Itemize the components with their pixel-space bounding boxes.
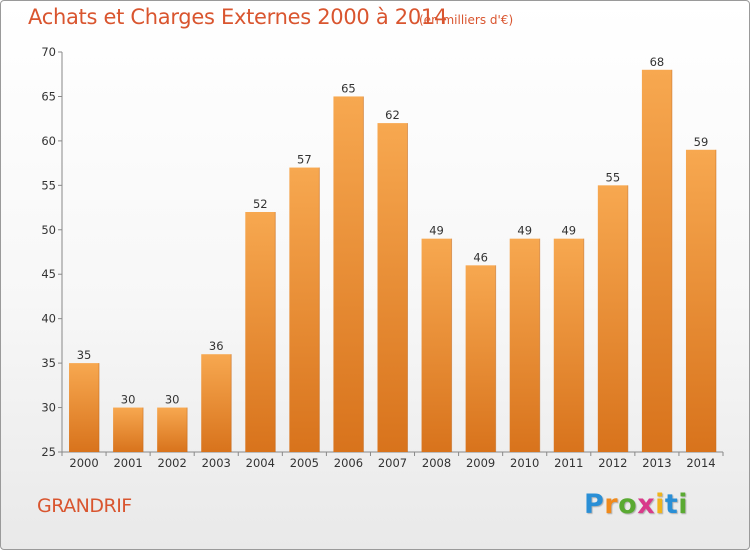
logo-letter: i <box>655 489 665 520</box>
logo-letter: o <box>618 489 638 520</box>
y-tick-label: 70 <box>41 45 56 59</box>
y-tick-label: 50 <box>41 223 56 237</box>
y-tick-label: 45 <box>41 267 56 281</box>
proxiti-logo: Proxiti <box>584 489 688 520</box>
value-label: 55 <box>606 170 621 184</box>
value-label: 30 <box>121 393 136 407</box>
value-label: 59 <box>694 135 709 149</box>
value-label: 49 <box>561 224 576 238</box>
bar <box>113 407 144 452</box>
bar <box>245 212 276 452</box>
chart-labels: 35 2000 30 2001 30 2002 36 2003 52 2004 57 2005 65 20… <box>69 55 715 470</box>
y-tick-label: 40 <box>41 312 56 326</box>
location-name: GRANDRIF <box>37 495 132 517</box>
value-label: 68 <box>650 55 665 69</box>
year-label: 2002 <box>158 456 187 470</box>
bar <box>509 238 540 452</box>
chart-bars <box>69 69 717 453</box>
value-label: 62 <box>385 108 400 122</box>
year-label: 2004 <box>246 456 275 470</box>
year-label: 2010 <box>510 456 539 470</box>
year-label: 2009 <box>466 456 495 470</box>
bar <box>641 69 672 453</box>
y-tick-label: 30 <box>41 401 56 415</box>
year-label: 2001 <box>113 456 142 470</box>
y-tick-label: 65 <box>41 89 56 103</box>
logo-letter: t <box>664 489 679 520</box>
year-label: 2014 <box>686 456 715 470</box>
value-label: 52 <box>253 197 268 211</box>
chart-subtitle: (en milliers d'€) <box>419 13 514 27</box>
value-label: 30 <box>165 393 180 407</box>
value-label: 65 <box>341 81 356 95</box>
chart-axes: 25 30 35 40 45 50 55 60 65 70 <box>41 45 724 459</box>
bar <box>377 123 408 452</box>
year-label: 2000 <box>69 456 98 470</box>
y-tick-label: 25 <box>41 445 56 459</box>
bar <box>597 185 628 453</box>
bar <box>465 265 496 452</box>
logo-letter: i <box>678 489 689 520</box>
y-tick-label: 35 <box>41 356 56 370</box>
year-label: 2008 <box>422 456 451 470</box>
chart-title: Achats et Charges Externes 2000 à 2014 <box>28 5 448 29</box>
year-label: 2012 <box>598 456 627 470</box>
bar <box>421 238 452 452</box>
logo-letter: x <box>637 489 656 520</box>
value-label: 36 <box>209 339 224 353</box>
value-label: 57 <box>297 153 312 167</box>
y-tick-label: 60 <box>41 134 56 148</box>
bar <box>553 238 584 452</box>
value-label: 35 <box>77 348 92 362</box>
y-tick-label: 55 <box>41 178 56 192</box>
value-label: 49 <box>517 224 532 238</box>
bar <box>333 96 364 452</box>
bar <box>685 149 716 452</box>
bar <box>289 167 320 453</box>
bar <box>157 407 188 452</box>
logo-letter: r <box>604 489 619 520</box>
year-label: 2003 <box>202 456 231 470</box>
bar <box>201 354 232 452</box>
bar <box>69 363 100 452</box>
year-label: 2005 <box>290 456 319 470</box>
value-label: 49 <box>429 224 444 238</box>
logo-letter: P <box>584 489 605 520</box>
year-label: 2013 <box>642 456 671 470</box>
year-label: 2007 <box>378 456 407 470</box>
year-label: 2011 <box>554 456 583 470</box>
year-label: 2006 <box>334 456 363 470</box>
value-label: 46 <box>473 250 488 264</box>
